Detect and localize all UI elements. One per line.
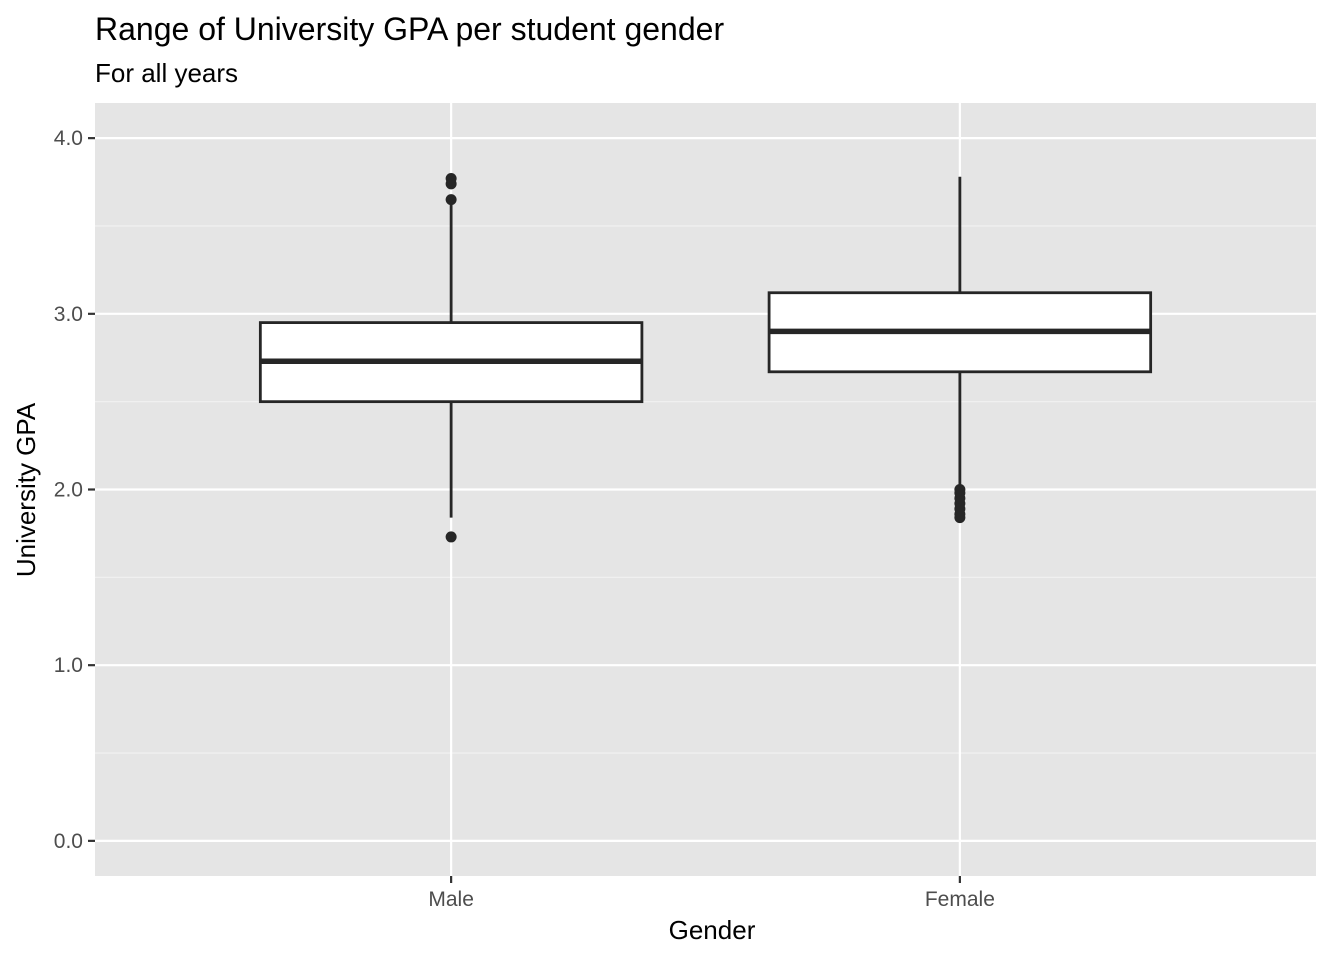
- box-male: [258, 173, 644, 543]
- y-tick-label: 4.0: [54, 127, 83, 150]
- outlier-point: [445, 531, 457, 543]
- box-female: [767, 176, 1153, 524]
- axis-layer: 0.0 1.0 2.0 3.0 4.0 Male Female: [54, 127, 995, 911]
- y-tick-label: 2.0: [54, 479, 83, 502]
- y-axis-title: University GPA: [11, 402, 41, 577]
- outlier-point: [954, 484, 966, 495]
- x-tick-label: Male: [428, 888, 474, 911]
- box-layer: [258, 173, 1153, 543]
- y-tick-label: 0.0: [54, 830, 83, 853]
- y-tick-label: 1.0: [54, 654, 83, 677]
- outlier-point: [445, 173, 457, 185]
- x-axis-title: Gender: [669, 915, 756, 945]
- y-tick-label: 3.0: [54, 303, 83, 326]
- x-tick-label: Female: [925, 888, 995, 911]
- chart-subtitle: For all years: [95, 58, 238, 88]
- outlier-point: [445, 194, 457, 206]
- chart-title: Range of University GPA per student gend…: [95, 11, 724, 47]
